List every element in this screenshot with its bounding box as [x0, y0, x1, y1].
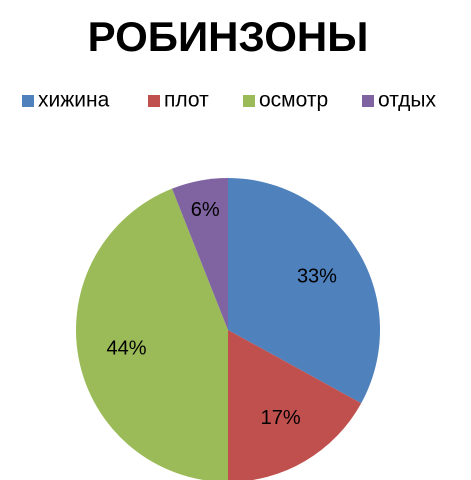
legend-swatch	[22, 95, 34, 107]
legend-label: плот	[164, 89, 209, 112]
data-label: 17%	[261, 407, 301, 429]
data-label: 33%	[297, 266, 337, 288]
legend-swatch	[243, 95, 255, 107]
pie-slice	[172, 178, 228, 330]
legend-label: хижина	[38, 89, 110, 112]
legend-label: осмотр	[259, 89, 328, 112]
pie-slice	[76, 188, 228, 480]
data-label: 44%	[106, 338, 146, 360]
legend-swatch	[362, 95, 374, 107]
data-label: 6%	[191, 199, 220, 221]
legend-label: отдых	[378, 89, 436, 112]
chart-title: РОБИНЗОНЫ	[88, 13, 369, 60]
pie-slice	[228, 330, 362, 480]
pie-slice	[228, 178, 380, 404]
legend-swatch	[148, 95, 160, 107]
